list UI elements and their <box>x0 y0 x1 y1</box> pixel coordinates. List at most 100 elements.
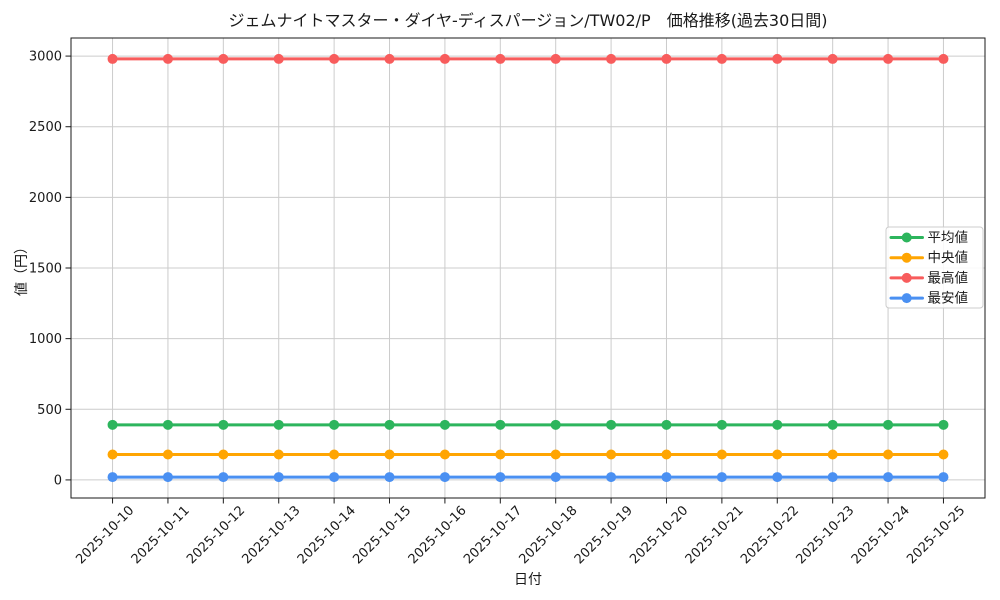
average-marker <box>938 419 949 430</box>
max-marker <box>107 53 118 64</box>
min-marker <box>439 472 450 483</box>
min-marker <box>273 472 284 483</box>
average-marker <box>162 419 173 430</box>
series-max <box>107 53 949 64</box>
average-marker <box>439 419 450 430</box>
y-tick-label: 500 <box>37 403 62 418</box>
median-legend-marker <box>901 252 912 263</box>
x-tick-label: 2025-10-25 <box>904 503 968 567</box>
max-marker <box>883 53 894 64</box>
min-marker <box>606 472 617 483</box>
min-marker <box>495 472 506 483</box>
max-marker <box>772 53 783 64</box>
legend-item-max: 最高値 <box>889 269 969 286</box>
max-marker <box>495 53 506 64</box>
average-marker <box>827 419 838 430</box>
x-tick-label: 2025-10-14 <box>295 503 359 567</box>
min-marker <box>938 472 949 483</box>
max-marker <box>716 53 727 64</box>
y-tick-label: 0 <box>54 473 62 488</box>
median-marker <box>606 449 617 460</box>
min-marker <box>716 472 727 483</box>
y-axis-label: 値（円） <box>14 240 30 296</box>
median-marker <box>550 449 561 460</box>
min-marker <box>772 472 783 483</box>
average-marker <box>495 419 506 430</box>
median-marker <box>162 449 173 460</box>
median-marker <box>329 449 340 460</box>
min-marker <box>550 472 561 483</box>
legend-label-max: 最高値 <box>928 269 969 286</box>
median-marker <box>772 449 783 460</box>
min-legend-marker <box>901 293 912 304</box>
x-tick-label: 2025-10-15 <box>350 503 414 567</box>
legend-label-min: 最安値 <box>928 291 969 307</box>
average-marker <box>218 419 229 430</box>
max-marker <box>606 53 617 64</box>
max-marker <box>384 53 395 64</box>
x-tick-label: 2025-10-11 <box>129 503 193 567</box>
chart-title: ジェムナイトマスター・ダイヤ-ディスパージョン/TW02/P 価格推移(過去30… <box>228 11 828 30</box>
min-marker <box>883 472 894 483</box>
max-marker <box>938 53 949 64</box>
median-marker <box>273 449 284 460</box>
gridlines <box>71 38 985 498</box>
y-tick-label: 3000 <box>29 50 62 65</box>
median-marker <box>716 449 727 460</box>
x-tick-label: 2025-10-19 <box>572 503 636 567</box>
max-marker <box>827 53 838 64</box>
average-marker <box>107 419 118 430</box>
x-tick-label: 2025-10-18 <box>516 503 580 567</box>
median-marker <box>661 449 672 460</box>
legend-item-median: 中央値 <box>889 250 968 266</box>
min-marker <box>827 472 838 483</box>
legend-box <box>885 226 984 309</box>
max-marker <box>273 53 284 64</box>
median-marker <box>827 449 838 460</box>
min-marker <box>218 472 229 483</box>
max-marker <box>162 53 173 64</box>
average-marker <box>384 419 395 430</box>
series-min <box>107 472 949 483</box>
max-marker <box>550 53 561 64</box>
min-marker <box>162 472 173 483</box>
min-marker <box>107 472 118 483</box>
y-tick-label: 2000 <box>29 191 62 206</box>
x-tick-label: 2025-10-20 <box>627 503 691 567</box>
series-average <box>107 419 949 430</box>
plot-border <box>70 37 986 499</box>
y-tick-label: 1000 <box>29 332 62 347</box>
x-tick-label: 2025-10-12 <box>184 503 248 567</box>
x-tick-label: 2025-10-24 <box>849 503 913 567</box>
min-marker <box>384 472 395 483</box>
min-marker <box>329 472 340 483</box>
average-marker <box>883 419 894 430</box>
median-marker <box>107 449 118 460</box>
average-marker <box>550 419 561 430</box>
axis-ticks: 0500100015002000250030002025-10-102025-1… <box>29 50 968 568</box>
x-tick-label: 2025-10-10 <box>73 503 137 567</box>
average-legend-marker <box>901 232 912 243</box>
x-tick-label: 2025-10-16 <box>406 503 470 567</box>
average-marker <box>606 419 617 430</box>
median-marker <box>495 449 506 460</box>
median-marker <box>883 449 894 460</box>
x-tick-label: 2025-10-17 <box>461 503 525 567</box>
y-tick-label: 2500 <box>29 120 62 135</box>
average-marker <box>273 419 284 430</box>
legend-item-min: 最安値 <box>889 291 969 307</box>
average-marker <box>716 419 727 430</box>
max-marker <box>439 53 450 64</box>
median-marker <box>938 449 949 460</box>
average-marker <box>661 419 672 430</box>
x-axis-label: 日付 <box>514 572 542 588</box>
max-marker <box>661 53 672 64</box>
max-marker <box>218 53 229 64</box>
average-marker <box>772 419 783 430</box>
y-tick-label: 1500 <box>29 262 62 277</box>
series-median <box>107 449 949 460</box>
legend-item-average: 平均値 <box>889 230 968 246</box>
x-tick-label: 2025-10-22 <box>738 503 802 567</box>
